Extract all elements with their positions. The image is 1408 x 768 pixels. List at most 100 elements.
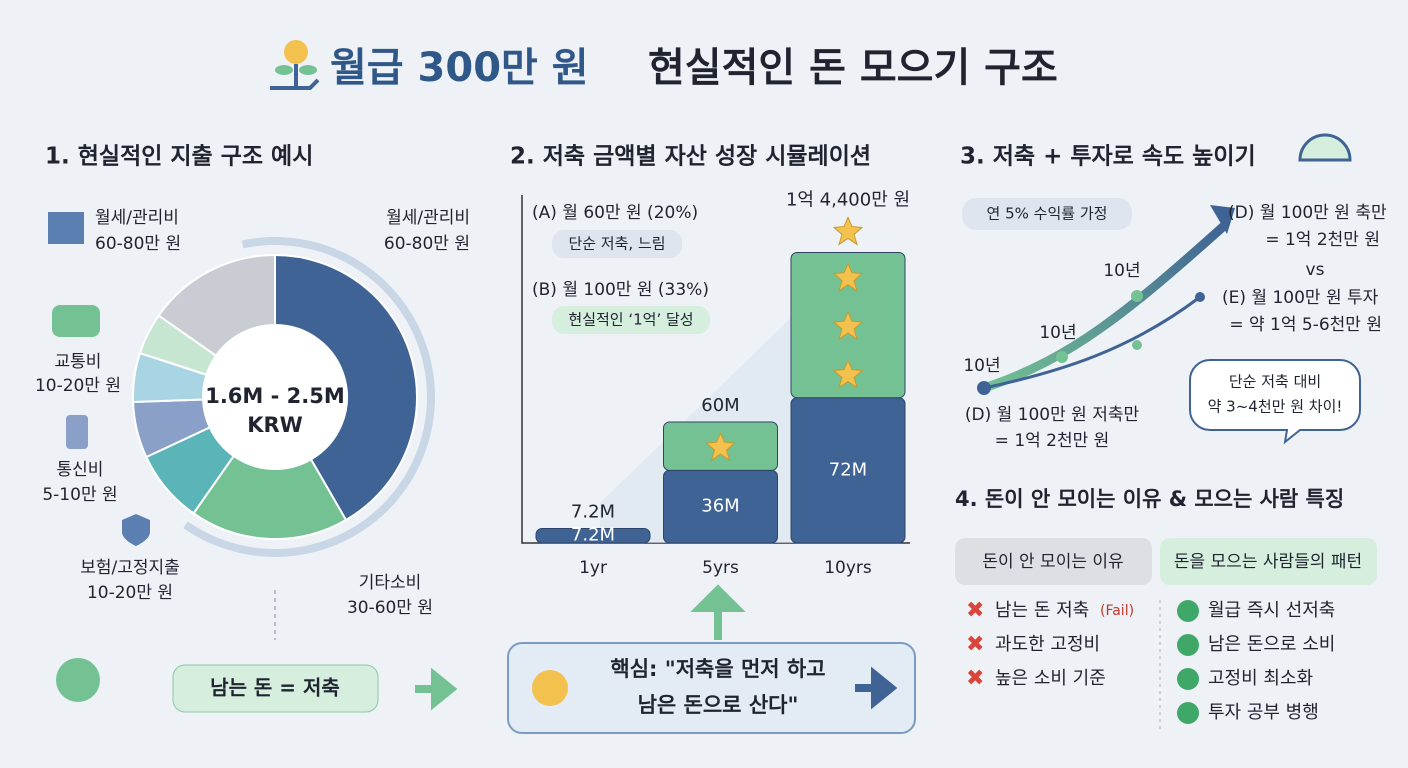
donut-slice — [157, 253, 276, 358]
invest-line — [982, 221, 1229, 393]
x-tick-label: 1yr — [579, 558, 607, 578]
fail-icon: ✖ — [966, 598, 984, 623]
title-highlight: 월급 300만 원 — [330, 45, 589, 91]
annotation-box — [552, 230, 682, 258]
marker-label: 10년 — [963, 356, 1000, 376]
star — [705, 431, 736, 462]
fail-item: 높은 소비 기준 — [995, 668, 1106, 689]
total-label: 60M — [701, 395, 739, 416]
vs: vs — [1306, 260, 1325, 280]
expense-name: 교통비 — [55, 352, 102, 372]
d-label: = 1억 2천만 원 — [1265, 230, 1380, 250]
assumption: 연 5% 수익률 가정 — [987, 205, 1108, 223]
check-icon — [1177, 600, 1199, 622]
success-header: 돈을 모으는 사람들의 패턴 — [1174, 552, 1362, 572]
x-tick-label: 5yrs — [702, 558, 739, 578]
star — [832, 262, 864, 292]
donut-hole — [203, 325, 347, 469]
annotation: 단순 저축, 느림 — [568, 235, 665, 253]
arrowhead — [1210, 205, 1235, 234]
annotation: (B) 월 100만 원 (33%) — [532, 280, 709, 300]
expense-range: 5-10만 원 — [42, 485, 117, 505]
alert-icon — [532, 670, 568, 706]
expense-name: 기타소비 — [359, 573, 422, 593]
check-icon — [1177, 702, 1199, 724]
e-label: = 약 1억 5-6천만 원 — [1229, 315, 1382, 335]
marker-label: 10년 — [1103, 261, 1140, 281]
point — [1195, 292, 1205, 302]
expense-range: 10-20만 원 — [87, 583, 173, 603]
donut-center: 1.6M - 2.5M — [205, 384, 345, 408]
section-title: 3. 저축 + 투자로 속도 높이기 — [960, 144, 1256, 170]
result-box — [172, 664, 379, 713]
e-label: (E) 월 100만 원 투자 — [1222, 288, 1379, 308]
donut-center: KRW — [247, 413, 303, 437]
speech-bubble — [1189, 359, 1361, 445]
bar-chart: 1yr 7.2M 7.2M 5yrs 36M 60M 10yrs 72M 1억 4,400만 원 — [521, 189, 910, 578]
expense-range: 60-80만 원 — [95, 234, 181, 254]
section-title: 4. 돈이 안 모이는 이유 & 모으는 사람 특징 — [955, 487, 1344, 511]
bubble-text: 약 3~4천만 원 차이! — [1208, 398, 1343, 416]
car-icon — [52, 305, 100, 337]
arrow — [415, 667, 458, 711]
expense-range: 10-20만 원 — [35, 376, 121, 396]
point — [977, 381, 991, 395]
expense-name: 월세/관리비 — [95, 208, 179, 228]
success-item: 월급 즉시 선저축 — [1208, 600, 1335, 621]
point — [1056, 351, 1068, 363]
check-icon — [1177, 634, 1199, 656]
d-label: (D) 월 100만 원 저축만 — [965, 405, 1140, 425]
arrow — [690, 584, 746, 640]
star — [832, 310, 864, 341]
success-item: 고정비 최소화 — [1208, 668, 1313, 689]
check-icon — [1177, 668, 1199, 690]
saving-line — [983, 295, 1201, 390]
section-title: 2. 저축 금액별 자산 성장 시뮬레이션 — [510, 144, 871, 170]
success-item: 투자 공부 병행 — [1208, 702, 1319, 723]
fill-area — [600, 262, 848, 543]
core-text: 남은 돈으로 산다" — [638, 693, 799, 717]
x-tick-label: 10yrs — [824, 558, 872, 578]
value-label: 7.2M — [571, 525, 615, 546]
title-icon — [270, 40, 320, 90]
person-icon — [56, 658, 100, 702]
fail-header: 돈이 안 모이는 이유 — [982, 552, 1123, 572]
d-label: = 1억 2천만 원 — [995, 431, 1110, 451]
header-box — [955, 538, 1152, 585]
fail-item: 과도한 고정비 — [995, 634, 1100, 655]
annotation: 현실적인 ‘1억’ 달성 — [568, 311, 693, 329]
point — [1131, 290, 1143, 302]
phone-icon — [66, 415, 88, 449]
fail-tag: (Fail) — [1100, 603, 1134, 619]
fail-item: 남는 돈 저축 — [995, 600, 1089, 621]
gauge-icon — [1298, 133, 1352, 162]
annotation: (A) 월 60만 원 (20%) — [532, 203, 698, 223]
expense-name: 보험/고정지출 — [80, 558, 180, 578]
arrow — [855, 666, 898, 710]
expense-range: 60-80만 원 — [384, 234, 470, 254]
fail-icon: ✖ — [966, 666, 984, 691]
core-text: 핵심: "저축을 먼저 하고 — [610, 657, 825, 681]
expense-name: 통신비 — [57, 460, 104, 480]
annotation-box — [552, 306, 710, 334]
value-label: 36M — [701, 496, 739, 517]
donut — [132, 237, 436, 557]
expense-range: 30-60만 원 — [347, 598, 433, 618]
assumption-box — [962, 198, 1132, 230]
total-label: 7.2M — [571, 501, 615, 522]
expense-name: 월세/관리비 — [386, 208, 470, 228]
header-box — [1160, 538, 1377, 585]
star — [832, 216, 864, 246]
star — [832, 359, 864, 389]
value-label: 72M — [829, 459, 867, 480]
total-label: 1억 4,400만 원 — [786, 189, 910, 210]
success-item: 남은 돈으로 소비 — [1208, 634, 1335, 655]
result-text: 남는 돈 = 저축 — [210, 676, 340, 700]
house-icon — [48, 212, 84, 244]
bubble-text: 단순 저축 대비 — [1229, 373, 1321, 391]
core-box — [507, 642, 916, 734]
point — [1132, 340, 1142, 350]
